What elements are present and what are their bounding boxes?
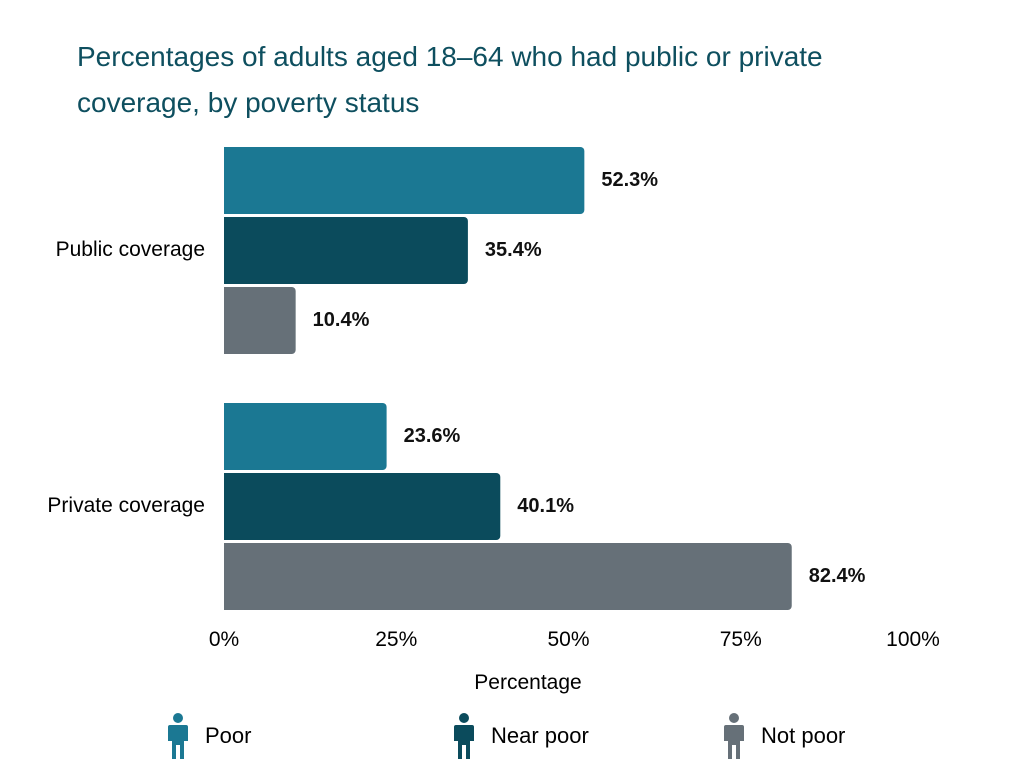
person-shape [454,713,474,759]
person-icon [165,712,191,760]
x-tick-label: 100% [886,628,940,651]
legend-item-poor: Poor [165,710,251,762]
legend-label: Poor [205,723,252,748]
category-label: Public coverage [56,238,205,261]
data-label: 10.4% [313,309,370,331]
legend-item-near-poor: Near poor [451,710,589,762]
x-tick-label: 0% [209,628,239,651]
data-label: 82.4% [809,565,866,587]
data-label: 35.4% [485,239,542,261]
data-label: 52.3% [601,169,658,191]
person-icon [721,712,747,760]
category-label: Private coverage [47,494,205,517]
legend-label: Near poor [491,723,589,748]
bar [224,147,585,214]
person-shape [168,713,188,759]
bar [224,287,296,354]
chart-legend: Poor Near poor Not poor [0,710,1024,762]
person-icon [451,712,477,760]
x-axis-label: Percentage [474,671,581,694]
data-label: 23.6% [404,425,461,447]
legend-item-not-poor: Not poor [721,710,845,762]
data-label: 40.1% [517,495,574,517]
chart-title: Percentages of adults aged 18–64 who had… [77,41,823,118]
bar [224,217,468,284]
x-tick-label: 75% [720,628,762,651]
bar [224,473,501,540]
person-shape [724,713,744,759]
x-tick-label: 50% [547,628,589,651]
bar [224,403,387,470]
legend-label: Not poor [761,723,846,748]
bar-chart: Public coverage 52.3% 35.4% 10.4% Private co… [47,147,940,694]
x-tick-label: 25% [375,628,417,651]
bar [224,543,792,610]
